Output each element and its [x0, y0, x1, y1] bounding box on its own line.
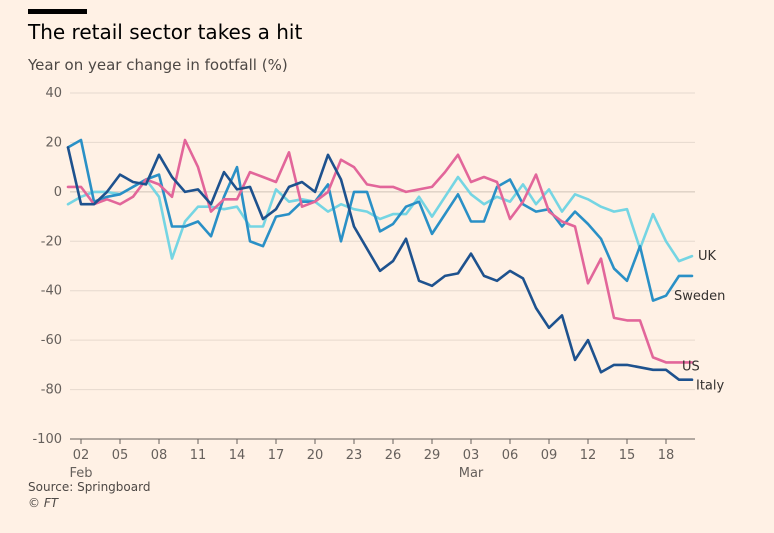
series-label-italy: Italy: [696, 379, 725, 394]
series-line-uk: [66, 175, 694, 263]
x-tick-label: 15: [619, 448, 636, 463]
x-tick-label: 03: [463, 448, 480, 463]
series-line-sweden: [66, 138, 694, 302]
source-note: Source: Springboard: [28, 480, 151, 494]
x-tick-label: 06: [502, 448, 519, 463]
y-tick-label: -40: [41, 284, 62, 299]
x-tick-label: 26: [385, 448, 402, 463]
x-tick-label: 11: [190, 448, 207, 463]
series-label-us: US: [682, 359, 700, 374]
x-tick-label: 12: [580, 448, 597, 463]
series-line-us: [66, 138, 694, 364]
series-label-sweden: Sweden: [674, 289, 725, 304]
x-tick-label: 08: [151, 448, 168, 463]
x-month-label: Mar: [459, 466, 484, 481]
chart-title: The retail sector takes a hit: [28, 20, 303, 44]
y-tick-label: 40: [45, 86, 62, 101]
x-tick-label: 29: [424, 448, 441, 463]
series-label-uk: UK: [698, 249, 717, 264]
series-line-italy: [66, 146, 694, 381]
x-tick-label: 18: [658, 448, 675, 463]
y-tick-label: 0: [54, 185, 62, 200]
y-tick-label: -80: [41, 383, 62, 398]
x-tick-label: 20: [307, 448, 324, 463]
y-tick-label: 20: [45, 135, 62, 150]
copyright-note: © FT: [28, 496, 59, 510]
ft-topbar: [28, 9, 87, 14]
y-tick-label: -20: [41, 234, 62, 249]
chart-subtitle: Year on year change in footfall (%): [28, 56, 288, 74]
x-tick-label: 23: [346, 448, 363, 463]
x-tick-label: 02: [73, 448, 90, 463]
y-tick-label: -100: [32, 432, 62, 447]
x-month-label: Feb: [69, 466, 92, 481]
x-tick-label: 14: [229, 448, 246, 463]
x-tick-label: 05: [112, 448, 129, 463]
x-tick-label: 17: [268, 448, 285, 463]
x-tick-label: 09: [541, 448, 558, 463]
y-tick-label: -60: [41, 333, 62, 348]
